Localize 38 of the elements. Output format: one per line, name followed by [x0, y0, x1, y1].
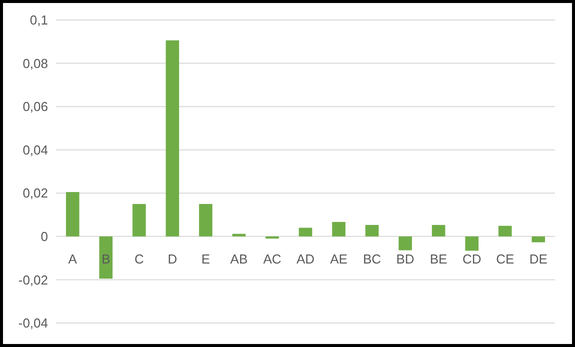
x-tick-label: D: [168, 251, 178, 266]
bar: [66, 192, 80, 236]
bar: [298, 228, 312, 236]
bar: [199, 204, 212, 236]
y-tick-label: 0: [40, 228, 48, 244]
bar: [232, 234, 246, 236]
x-tick-label: AB: [230, 251, 248, 266]
bar: [132, 204, 146, 236]
bar: [166, 40, 180, 236]
y-tick-label: 0,04: [22, 142, 48, 158]
x-tick-label: BE: [430, 251, 448, 266]
bar: [266, 236, 279, 239]
bar: [398, 236, 412, 250]
bar: [99, 236, 113, 279]
x-tick-label: AD: [296, 251, 315, 266]
y-tick-label: -0,04: [18, 316, 48, 331]
bar: [465, 236, 478, 251]
y-tick-label: 0,06: [22, 99, 48, 114]
bar: [498, 226, 512, 236]
x-tick-label: CD: [462, 251, 482, 266]
x-tick-label: C: [134, 251, 144, 266]
y-tick-label: -0,02: [18, 272, 48, 288]
y-tick-label: 0,02: [22, 186, 48, 201]
y-tick-label: 0,1: [30, 12, 48, 28]
x-tick-label: CE: [496, 251, 514, 266]
bar: [532, 236, 546, 242]
x-tick-label: AC: [263, 251, 282, 266]
x-tick-label: AE: [330, 251, 348, 266]
bar: [332, 222, 346, 236]
x-tick-label: A: [68, 251, 78, 266]
x-tick-label: E: [201, 251, 210, 266]
y-tick-label: 0,08: [22, 56, 48, 71]
bar: [365, 224, 379, 236]
bar: [432, 224, 446, 236]
x-tick-label: B: [102, 251, 110, 266]
x-tick-label: BD: [396, 251, 414, 266]
x-tick-label: BC: [363, 251, 382, 266]
x-tick-label: DE: [529, 251, 548, 266]
